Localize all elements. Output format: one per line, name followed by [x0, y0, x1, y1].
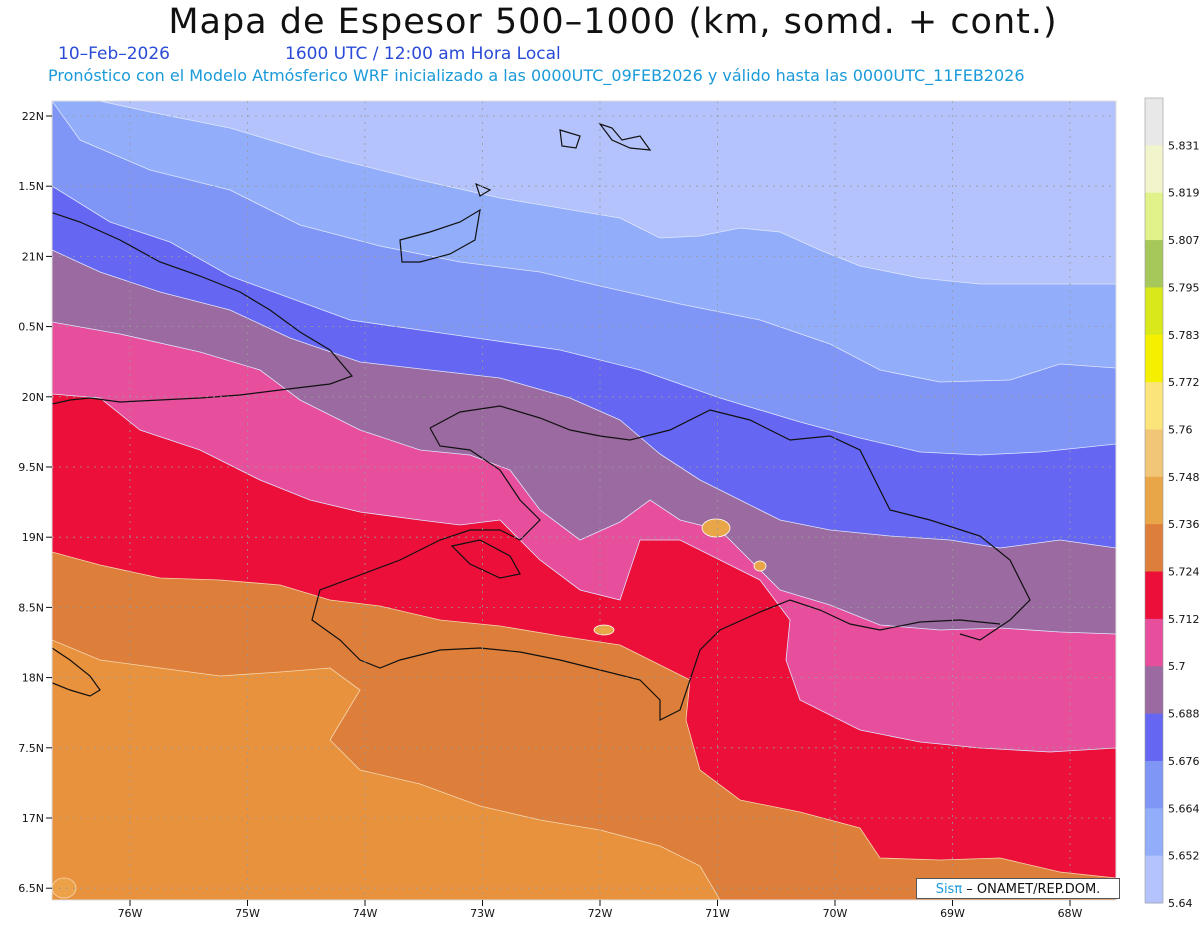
bahamas-island [399, 208, 481, 263]
colorbar-swatch [1145, 571, 1163, 620]
longitude-label: 70W [823, 907, 848, 920]
valid-date: 10–Feb–2026 [58, 44, 170, 64]
colorbar-swatch [1145, 713, 1163, 762]
latitude-label: 8.5N [18, 601, 44, 614]
colorbar-level-label: 5.831 [1168, 139, 1200, 152]
colorbar-level-label: 5.676 [1168, 755, 1200, 768]
colorbar-level-label: 5.819 [1168, 187, 1200, 200]
latitude-labels: 22N 1.5N 21N 0.5N 20N 9.5N 19N 8.5N 18N 7.5N 17N 6.… [18, 110, 52, 895]
map-title: Mapa de Espesor 500–1000 (km, somd. + co… [168, 2, 1058, 42]
colorbar-level-label: 5.724 [1168, 566, 1200, 579]
longitude-label: 69W [940, 907, 965, 920]
warm-cell [753, 560, 767, 572]
colorbar-frame [1144, 97, 1164, 904]
colorbar-swatch [1145, 808, 1163, 857]
colorbar-level-label: 5.76 [1168, 423, 1193, 436]
colorbar-swatch [1145, 240, 1163, 288]
colorbar-swatch [1145, 855, 1163, 904]
thickness-field [52, 101, 1116, 900]
latitude-label: 22N [22, 110, 44, 123]
colorbar-swatch [1145, 429, 1163, 478]
longitude-label: 72W [588, 907, 613, 920]
latitude-label: 18N [22, 672, 44, 685]
coastlines [52, 122, 1031, 721]
cuba-coast-north [52, 212, 354, 405]
colorbar: 5.831 5.819 5.807 5.795 5.783 5.772 5.76 5.748 5… [1144, 97, 1200, 910]
colorbar-swatch [1145, 145, 1163, 194]
colorbar-swatch [1145, 666, 1163, 715]
cuba-coast-south [52, 647, 101, 697]
graticule [52, 101, 1116, 900]
colorbar-swatch [1145, 524, 1163, 573]
colorbar-level-label: 5.712 [1168, 613, 1200, 626]
warm-cell [701, 518, 731, 538]
colorbar-level-label: 5.748 [1168, 471, 1200, 484]
colorbar-level-label: 5.664 [1168, 802, 1200, 815]
latitude-label: 20N [22, 391, 44, 404]
colorbar-swatch [1145, 192, 1163, 241]
colorbar-swatch [1145, 382, 1163, 430]
longitude-label: 73W [470, 907, 495, 920]
bahamas-cay [559, 129, 581, 149]
longitude-labels: 76W 75W 74W 73W 72W 71W 70W 69W 68W [118, 900, 1083, 920]
colorbar-swatch [1145, 98, 1163, 146]
colorbar-swatch [1145, 334, 1163, 383]
colorbar-level-label: 5.652 [1168, 850, 1200, 863]
latitude-label: 19N [22, 531, 44, 544]
valid-time: 1600 UTC / 12:00 am Hora Local [285, 44, 561, 64]
haiti-peninsula [311, 427, 1001, 721]
colorbar-level-label: 5.688 [1168, 708, 1200, 721]
band-9 [52, 639, 721, 900]
credit-brand: Sisπ [935, 882, 963, 897]
colorbar-level-label: 5.783 [1168, 329, 1200, 342]
colorbar-level-label: 5.7 [1168, 660, 1186, 673]
gonave-island [450, 539, 521, 579]
colorbar-swatch [1145, 476, 1163, 525]
forecast-description: Pronóstico con el Modelo Atmósferico WRF… [48, 66, 1025, 85]
longitude-label: 68W [1058, 907, 1083, 920]
latitude-label: 0.5N [18, 321, 44, 334]
warm-cell [593, 624, 615, 636]
latitude-label: 7.5N [18, 742, 44, 755]
warm-cell [52, 877, 77, 899]
colorbar-swatch [1145, 287, 1163, 336]
longitude-label: 76W [118, 907, 143, 920]
longitude-label: 71W [705, 907, 730, 920]
small-cay [475, 182, 492, 197]
longitude-label: 75W [235, 907, 260, 920]
credit-text: – ONAMET/REP.DOM. [962, 882, 1101, 897]
longitude-label: 74W [353, 907, 378, 920]
latitude-label: 9.5N [18, 461, 44, 474]
colorbar-level-label: 5.736 [1168, 518, 1200, 531]
colorbar-swatch [1145, 618, 1163, 667]
latitude-label: 21N [22, 250, 44, 263]
latitude-label: 17N [22, 812, 44, 825]
map-frame [51, 100, 1117, 901]
colorbar-swatch [1145, 760, 1163, 809]
latitude-label: 6.5N [18, 882, 44, 895]
turks-caicos [598, 122, 652, 151]
colorbar-level-label: 5.807 [1168, 234, 1200, 247]
colorbar-level-label: 5.795 [1168, 281, 1200, 294]
hispaniola-coast-north [429, 405, 1031, 641]
credit-box: Sisπ – ONAMET/REP.DOM. [916, 878, 1120, 899]
colorbar-level-label: 5.772 [1168, 376, 1200, 389]
colorbar-level-label: 5.64 [1168, 897, 1193, 910]
latitude-label: 1.5N [18, 180, 44, 193]
